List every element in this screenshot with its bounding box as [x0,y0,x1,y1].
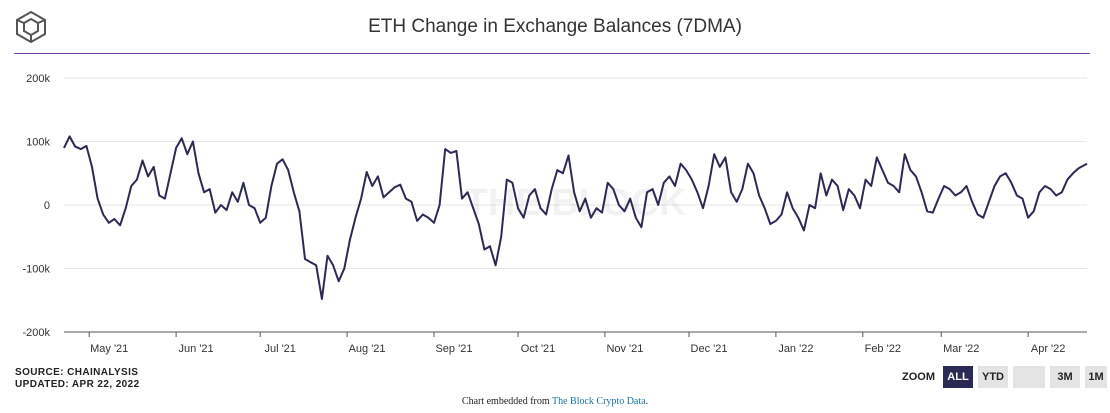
x-tick-label: Apr '22 [1031,343,1066,355]
source-note: SOURCE: CHAINALYSIS UPDATED: APR 22, 202… [15,367,140,391]
embed-credit: Chart embedded from The Block Crypto Dat… [0,396,1110,407]
x-tick-label: May '21 [90,343,128,355]
x-tick-label: Oct '21 [521,343,556,355]
y-tick-label: 100k [26,137,50,149]
zoom-1m-button[interactable]: 1M [1085,366,1107,388]
x-tick-label: Dec '21 [691,343,728,355]
embed-prefix: Chart embedded from [461,396,552,407]
x-tick-label: Feb '22 [865,343,901,355]
y-tick-label: -200k [22,327,50,339]
updated-line: UPDATED: APR 22, 2022 [15,379,140,390]
y-tick-label: 0 [44,200,50,212]
zoom-label: ZOOM [902,371,935,383]
title-divider [14,53,1090,54]
chart-title: ETH Change in Exchange Balances (7DMA) [368,16,742,37]
x-tick-label: Aug '21 [349,343,386,355]
zoom-3m-button[interactable]: 3M [1050,366,1080,388]
x-tick-label: Jan '22 [778,343,813,355]
zoom-controls: ZOOM ALL YTD 3M 1M [902,366,1110,388]
y-tick-label: 200k [26,73,50,85]
source-line: SOURCE: CHAINALYSIS [15,367,139,378]
embed-suffix: . [645,396,649,407]
x-tick-label: Nov '21 [606,343,643,355]
watermark: THE BLOCK [465,182,687,224]
zoom-all-button[interactable]: ALL [943,366,973,388]
x-tick-label: Jul '21 [264,343,295,355]
y-tick-label: -100k [22,264,50,276]
zoom-ytd-button[interactable]: YTD [978,366,1008,388]
the-block-logo-icon [16,10,46,44]
x-tick-label: Mar '22 [943,343,979,355]
line-chart[interactable]: THE BLOCK 200k 100k 0 -100k -200k May '21 Jun… [0,60,1110,360]
x-tick-label: Sep '21 [435,343,472,355]
series-line [63,135,1088,300]
embed-link[interactable]: The Block Crypto Data [551,396,646,407]
x-tick-label: Jun '21 [179,343,214,355]
zoom-6m-button[interactable] [1013,366,1045,388]
